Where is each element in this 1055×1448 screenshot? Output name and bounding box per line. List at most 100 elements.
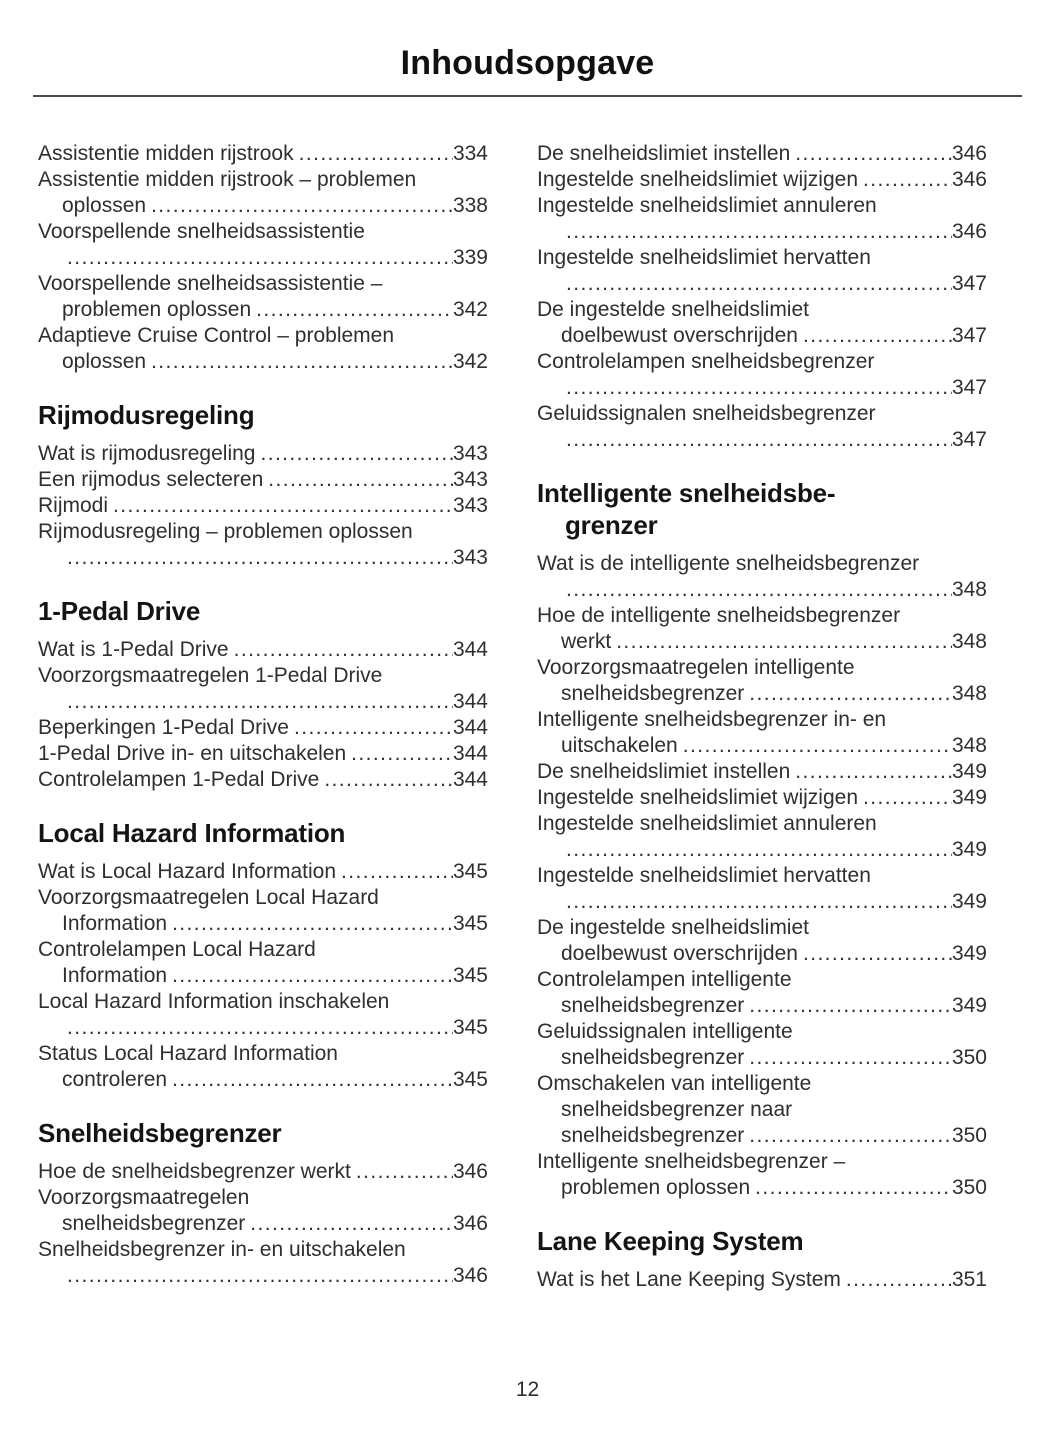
toc-page-ref: 350 xyxy=(951,1124,987,1147)
toc-entry-text: controleren xyxy=(62,1068,168,1091)
toc-entry-line: Wat is de intelligente snelheidsbegrenze… xyxy=(537,551,987,577)
toc-entry-line: 347 xyxy=(537,375,987,401)
dot-leader xyxy=(250,1211,453,1237)
toc-section: Snelheidsbegrenzer Hoe de snelheidsbegren… xyxy=(38,1117,488,1289)
header: Inhoudsopgave xyxy=(0,0,1055,97)
toc-page-ref: 348 xyxy=(951,682,987,705)
toc-entry-text: Controlelampen Local Hazard xyxy=(38,938,316,961)
toc-entry-line: De ingestelde snelheidslimiet xyxy=(537,297,987,323)
dot-leader xyxy=(795,141,952,167)
dot-leader xyxy=(566,577,952,603)
toc-entry-line: Controlelampen snelheidsbegrenzer xyxy=(537,349,987,375)
dot-leader xyxy=(67,689,453,715)
section-heading-line: Snelheidsbegrenzer xyxy=(38,1118,282,1148)
section-heading-line: grenzer xyxy=(565,510,658,540)
toc-entry-text: Ingestelde snelheidslimiet wijzigen xyxy=(537,786,859,809)
toc-entry-text: Ingestelde snelheidslimiet hervatten xyxy=(537,246,871,269)
toc-entry-line: Hoe de intelligente snelheidsbegrenzer xyxy=(537,603,987,629)
dot-leader xyxy=(172,963,453,989)
toc-entry-text: Snelheidsbegrenzer in- en uitschakelen xyxy=(38,1238,406,1261)
toc-entry: Controlelampen snelheidsbegrenzer 347 xyxy=(537,349,987,401)
toc-page-ref: 347 xyxy=(951,376,987,399)
toc-page-ref: 346 xyxy=(452,1212,488,1235)
toc-entry-line: Status Local Hazard Information xyxy=(38,1041,488,1067)
toc-page-ref: 343 xyxy=(452,546,488,569)
toc-page-ref: 338 xyxy=(452,194,488,217)
toc-entry-text: Ingestelde snelheidslimiet wijzigen xyxy=(537,168,859,191)
toc-entry-text: Rijmodi xyxy=(38,494,109,517)
toc-page-ref: 348 xyxy=(951,630,987,653)
toc-entry-line: Voorzorgsmaatregelen Local Hazard xyxy=(38,885,488,911)
toc-entry: De snelheidslimiet instellen 349 xyxy=(537,759,987,785)
toc-entry-line: controleren 345 xyxy=(38,1067,488,1093)
toc-section: Rijmodusregeling Wat is rijmodusregeling 3… xyxy=(38,399,488,571)
toc-page-ref: 349 xyxy=(951,786,987,809)
toc-entry: Ingestelde snelheidslimiet annuleren 349 xyxy=(537,811,987,863)
toc-entry-text: problemen oplossen xyxy=(561,1176,751,1199)
toc-entry-line: Controlelampen intelligente xyxy=(537,967,987,993)
header-divider xyxy=(33,95,1022,97)
toc-entry: Controlelampen intelligente snelheidsbegr… xyxy=(537,967,987,1019)
toc-section: Intelligente snelheidsbe-grenzer Wat is d… xyxy=(537,477,987,1201)
toc-page-ref: 344 xyxy=(452,638,488,661)
toc-entry-text: oplossen xyxy=(62,194,147,217)
toc-entry-text: snelheidsbegrenzer xyxy=(561,1046,745,1069)
toc-entry-line: Hoe de snelheidsbegrenzer werkt 346 xyxy=(38,1159,488,1185)
dot-leader xyxy=(299,141,453,167)
toc-entry: De snelheidslimiet instellen 346 xyxy=(537,141,987,167)
dot-leader xyxy=(683,733,952,759)
toc-entry-line: Rijmodi 343 xyxy=(38,493,488,519)
toc-entry-text: Adaptieve Cruise Control – problemen xyxy=(38,324,395,347)
toc-entry-text: doelbewust overschrijden xyxy=(561,324,798,347)
toc-entry-text: werkt xyxy=(561,630,612,653)
toc-entry-text: Wat is het Lane Keeping System xyxy=(537,1268,841,1291)
toc-entry-line: Ingestelde snelheidslimiet hervatten xyxy=(537,863,987,889)
toc-entry-line: doelbewust overschrijden 347 xyxy=(537,323,987,349)
section-heading-line: Local Hazard Information xyxy=(38,818,346,848)
page-number-footer: 12 xyxy=(515,1378,540,1401)
toc-entry-line: Voorzorgsmaatregelen 1-Pedal Drive xyxy=(38,663,488,689)
toc-entry-line: snelheidsbegrenzer 350 xyxy=(537,1045,987,1071)
toc-entry: Ingestelde snelheidslimiet hervatten 349 xyxy=(537,863,987,915)
dot-leader xyxy=(566,219,952,245)
toc-entry-line: Ingestelde snelheidslimiet wijzigen 346 xyxy=(537,167,987,193)
toc-entry-text: Voorzorgsmaatregelen xyxy=(38,1186,250,1209)
toc-entry-text: Geluidssignalen intelligente xyxy=(537,1020,793,1043)
toc-entry: Voorspellende snelheidsassistentie 339 xyxy=(38,219,488,271)
toc-entry-line: 349 xyxy=(537,837,987,863)
dot-leader xyxy=(749,1123,952,1149)
toc-entry: 1-Pedal Drive in- en uitschakelen 344 xyxy=(38,741,488,767)
toc-entry-text: Intelligente snelheidsbegrenzer in- en xyxy=(537,708,887,731)
toc-entry-line: snelheidsbegrenzer 350 xyxy=(537,1123,987,1149)
toc-entry: Hoe de snelheidsbegrenzer werkt 346 xyxy=(38,1159,488,1185)
toc-entry: Geluidssignalen intelligente snelheidsbeg… xyxy=(537,1019,987,1071)
toc-entry-text: uitschakelen xyxy=(561,734,678,757)
toc-entry-line: 347 xyxy=(537,271,987,297)
toc-page-ref: 345 xyxy=(452,860,488,883)
dot-leader xyxy=(67,1263,453,1289)
toc-entry-text: Controlelampen 1-Pedal Drive xyxy=(38,768,320,791)
toc-entry: Ingestelde snelheidslimiet hervatten 347 xyxy=(537,245,987,297)
dot-leader xyxy=(260,441,452,467)
toc-entry: Adaptieve Cruise Control – problemen oplo… xyxy=(38,323,488,375)
toc-entry-line: 1-Pedal Drive in- en uitschakelen 344 xyxy=(38,741,488,767)
toc-entry-line: 344 xyxy=(38,689,488,715)
toc-entry-line: problemen oplossen 350 xyxy=(537,1175,987,1201)
toc-entry-line: snelheidsbegrenzer 348 xyxy=(537,681,987,707)
toc-entry-line: Rijmodusregeling – problemen oplossen xyxy=(38,519,488,545)
toc-entry: Geluidssignalen snelheidsbegrenzer 347 xyxy=(537,401,987,453)
toc-page-ref: 344 xyxy=(452,716,488,739)
section-heading-line: 1-Pedal Drive xyxy=(38,596,201,626)
toc-section: Local Hazard Information Wat is Local Haz… xyxy=(38,817,488,1093)
dot-leader xyxy=(294,715,453,741)
toc-entry-line: doelbewust overschrijden 349 xyxy=(537,941,987,967)
toc-entry-line: Wat is rijmodusregeling 343 xyxy=(38,441,488,467)
toc-entry-text: Voorzorgsmaatregelen Local Hazard xyxy=(38,886,379,909)
toc-entry-line: oplossen 338 xyxy=(38,193,488,219)
toc-entry: Assistentie midden rijstrook 334 xyxy=(38,141,488,167)
toc-entry-line: Omschakelen van intelligente xyxy=(537,1071,987,1097)
toc-page-ref: 347 xyxy=(951,428,987,451)
toc-entry-text: Information xyxy=(62,964,168,987)
toc-page-ref: 344 xyxy=(452,690,488,713)
